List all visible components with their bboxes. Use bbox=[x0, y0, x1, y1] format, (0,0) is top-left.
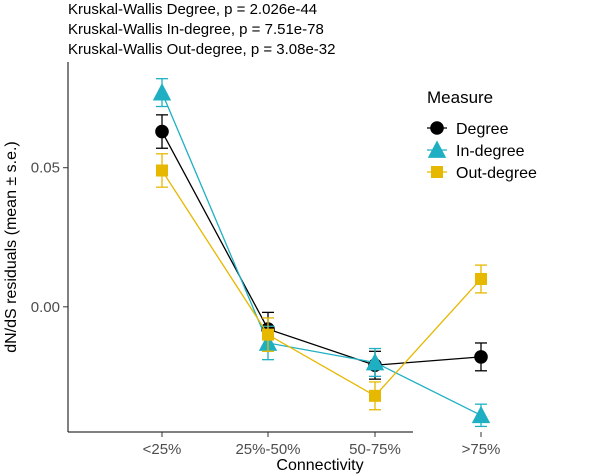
legend-label-in-degree: In-degree bbox=[456, 143, 525, 160]
x-tick-label: 25%-50% bbox=[235, 441, 300, 458]
legend: Measure Degree In-degree Out-degree bbox=[427, 88, 537, 182]
chart-subtitles: Kruskal-Wallis Degree, p = 2.026e-44 Kru… bbox=[68, 1, 336, 58]
y-ticks: 0.05 0.00 bbox=[31, 160, 68, 316]
subtitle-degree: Kruskal-Wallis Degree, p = 2.026e-44 bbox=[68, 1, 317, 18]
x-axis-title: Connectivity bbox=[276, 457, 363, 474]
series-out-degree bbox=[156, 153, 487, 411]
y-tick-label: 0.00 bbox=[31, 299, 60, 316]
point-in-degree bbox=[152, 82, 172, 101]
point-out-degree bbox=[369, 389, 381, 402]
legend-title: Measure bbox=[427, 88, 493, 107]
series-line-in-degree bbox=[161, 92, 482, 416]
subtitle-out-degree: Kruskal-Wallis Out-degree, p = 3.08e-32 bbox=[68, 41, 336, 58]
x-tick-label: >75% bbox=[462, 441, 501, 458]
legend-marker-degree bbox=[430, 121, 444, 135]
x-tick-label: 50-75% bbox=[349, 441, 401, 458]
axes bbox=[67, 62, 413, 433]
point-in-degree bbox=[471, 405, 491, 424]
series-line-degree bbox=[161, 131, 482, 366]
point-in-degree bbox=[365, 352, 385, 371]
point-out-degree bbox=[262, 328, 274, 341]
x-ticks: <25% 25%-50% 50-75% >75% bbox=[143, 432, 501, 458]
legend-marker-out-degree bbox=[431, 166, 443, 178]
point-degree bbox=[474, 350, 488, 364]
legend-label-out-degree: Out-degree bbox=[456, 165, 537, 182]
y-tick-label: 0.05 bbox=[31, 160, 60, 177]
series-in-degree bbox=[152, 78, 491, 428]
series-layer bbox=[152, 78, 491, 428]
x-tick-label: <25% bbox=[143, 441, 182, 458]
subtitle-in-degree: Kruskal-Wallis In-degree, p = 7.51e-78 bbox=[68, 21, 324, 38]
legend-item-in-degree: In-degree bbox=[427, 140, 525, 160]
point-out-degree bbox=[475, 272, 487, 285]
point-out-degree bbox=[156, 164, 168, 177]
legend-marker-in-degree bbox=[427, 140, 447, 158]
y-axis-title: dN/dS residuals (mean ± s.e.) bbox=[3, 141, 20, 353]
legend-item-out-degree: Out-degree bbox=[427, 165, 537, 182]
legend-label-degree: Degree bbox=[456, 121, 509, 138]
point-degree bbox=[155, 124, 169, 139]
series-line-out-degree bbox=[161, 170, 482, 397]
legend-item-degree: Degree bbox=[427, 121, 509, 138]
legend-items: Degree In-degree Out-degree bbox=[427, 121, 537, 182]
